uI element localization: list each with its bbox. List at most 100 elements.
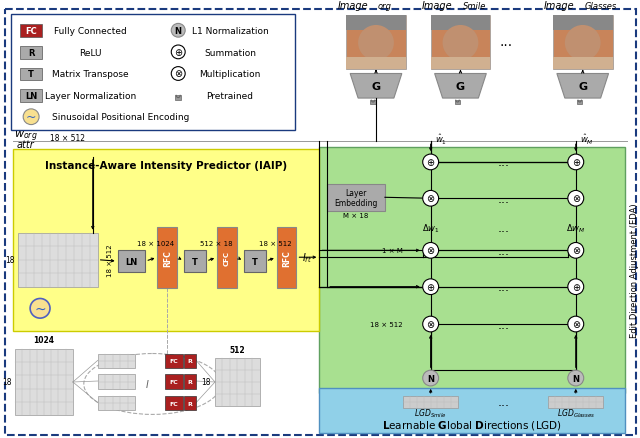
Text: ...: ... [497,395,509,408]
Text: Image: Image [544,0,575,11]
Circle shape [172,67,185,81]
Bar [184,374,196,389]
Bar [165,354,183,368]
Text: T: T [252,257,258,266]
Text: FC: FC [25,27,37,36]
Text: RFC: RFC [282,249,291,266]
Text: Sinusoidal Positional Encoding: Sinusoidal Positional Encoding [52,113,189,122]
Text: $\mathbf{L}$earnable $\mathbf{G}$lobal $\mathbf{D}$irections (LGD): $\mathbf{L}$earnable $\mathbf{G}$lobal $… [383,418,563,431]
Circle shape [568,371,584,386]
Text: ...: ... [497,318,509,331]
Text: ⊗: ⊗ [572,194,580,204]
Circle shape [565,26,600,61]
Text: ...: ... [497,244,509,257]
Text: ⊗: ⊗ [427,246,435,256]
Text: 18 × 1024: 18 × 1024 [137,241,174,247]
Text: Multiplication: Multiplication [199,71,260,79]
Polygon shape [350,74,402,99]
Bar [20,90,42,103]
Circle shape [23,110,39,125]
Bar [346,15,406,70]
Text: ...: ... [497,281,509,293]
Bar [319,148,625,393]
Bar [20,47,42,60]
Polygon shape [557,74,609,99]
Text: $LGD_{Glasses}$: $LGD_{Glasses}$ [557,406,595,419]
Text: ⊕: ⊕ [427,282,435,292]
Text: ⊗: ⊗ [427,194,435,204]
Text: 512 × 18: 512 × 18 [200,241,232,247]
Bar [20,25,42,38]
Bar [455,100,460,105]
Bar [319,388,625,433]
Text: ~: ~ [26,111,36,124]
Text: R: R [188,379,193,384]
Text: 1024: 1024 [33,335,54,344]
Text: R: R [188,359,193,364]
Text: Matrix Transpose: Matrix Transpose [52,71,129,79]
Bar [371,100,376,105]
Text: Layer Normalization: Layer Normalization [45,92,136,101]
Text: N: N [427,374,434,383]
Text: ...: ... [497,156,509,169]
Text: M × 18: M × 18 [344,212,369,219]
Text: ⊕: ⊕ [174,48,182,58]
Text: ⊕: ⊕ [572,158,580,168]
Text: Embedding: Embedding [335,198,378,207]
Circle shape [358,26,394,61]
Bar [403,396,458,408]
Bar [553,57,612,70]
Text: R: R [28,49,35,58]
Text: attr: attr [16,140,34,150]
Text: ...: ... [497,192,509,205]
Text: Image: Image [337,0,368,11]
Bar [98,354,136,368]
Text: I: I [146,379,149,389]
Text: 18: 18 [4,256,14,265]
Text: 18 × 512: 18 × 512 [50,134,85,142]
Text: Glasses: Glasses [585,2,617,11]
Text: ⊗: ⊗ [572,246,580,256]
Text: G: G [371,81,381,92]
Text: G: G [456,81,465,92]
Circle shape [568,279,584,295]
Bar [118,251,145,272]
Text: 18 × 512: 18 × 512 [259,241,292,247]
Text: Layer: Layer [346,188,367,198]
Text: ⊗: ⊗ [174,69,182,79]
Circle shape [443,26,478,61]
Text: CFC: CFC [224,250,230,265]
Circle shape [172,25,185,38]
Text: LN: LN [125,257,138,266]
Circle shape [422,155,438,170]
Circle shape [568,316,584,332]
Text: G: G [578,81,588,92]
Bar [165,396,183,410]
Text: L1 Normalization: L1 Normalization [191,27,268,36]
Text: T: T [192,257,198,266]
Bar [577,100,582,105]
Bar [217,227,237,288]
Bar [184,354,196,368]
Bar [13,150,319,331]
Text: R: R [188,401,193,406]
Bar [184,396,196,410]
Bar [165,374,183,389]
Text: N: N [572,374,579,383]
Text: FC: FC [170,401,179,406]
Bar [346,15,406,31]
Text: $LGD_{Smile}$: $LGD_{Smile}$ [414,406,447,419]
Text: ⊗: ⊗ [572,319,580,329]
Text: Summation: Summation [204,49,256,58]
Bar [157,227,177,288]
Text: $\hat{w}_1$: $\hat{w}_1$ [435,133,447,147]
Text: Pretrained: Pretrained [207,92,253,101]
Text: Image: Image [422,0,452,11]
Bar [20,68,42,81]
Circle shape [172,46,185,60]
Text: 1 × M: 1 × M [382,248,403,254]
Bar [548,396,603,408]
Bar [431,15,490,31]
Text: N: N [175,27,182,35]
Circle shape [568,155,584,170]
